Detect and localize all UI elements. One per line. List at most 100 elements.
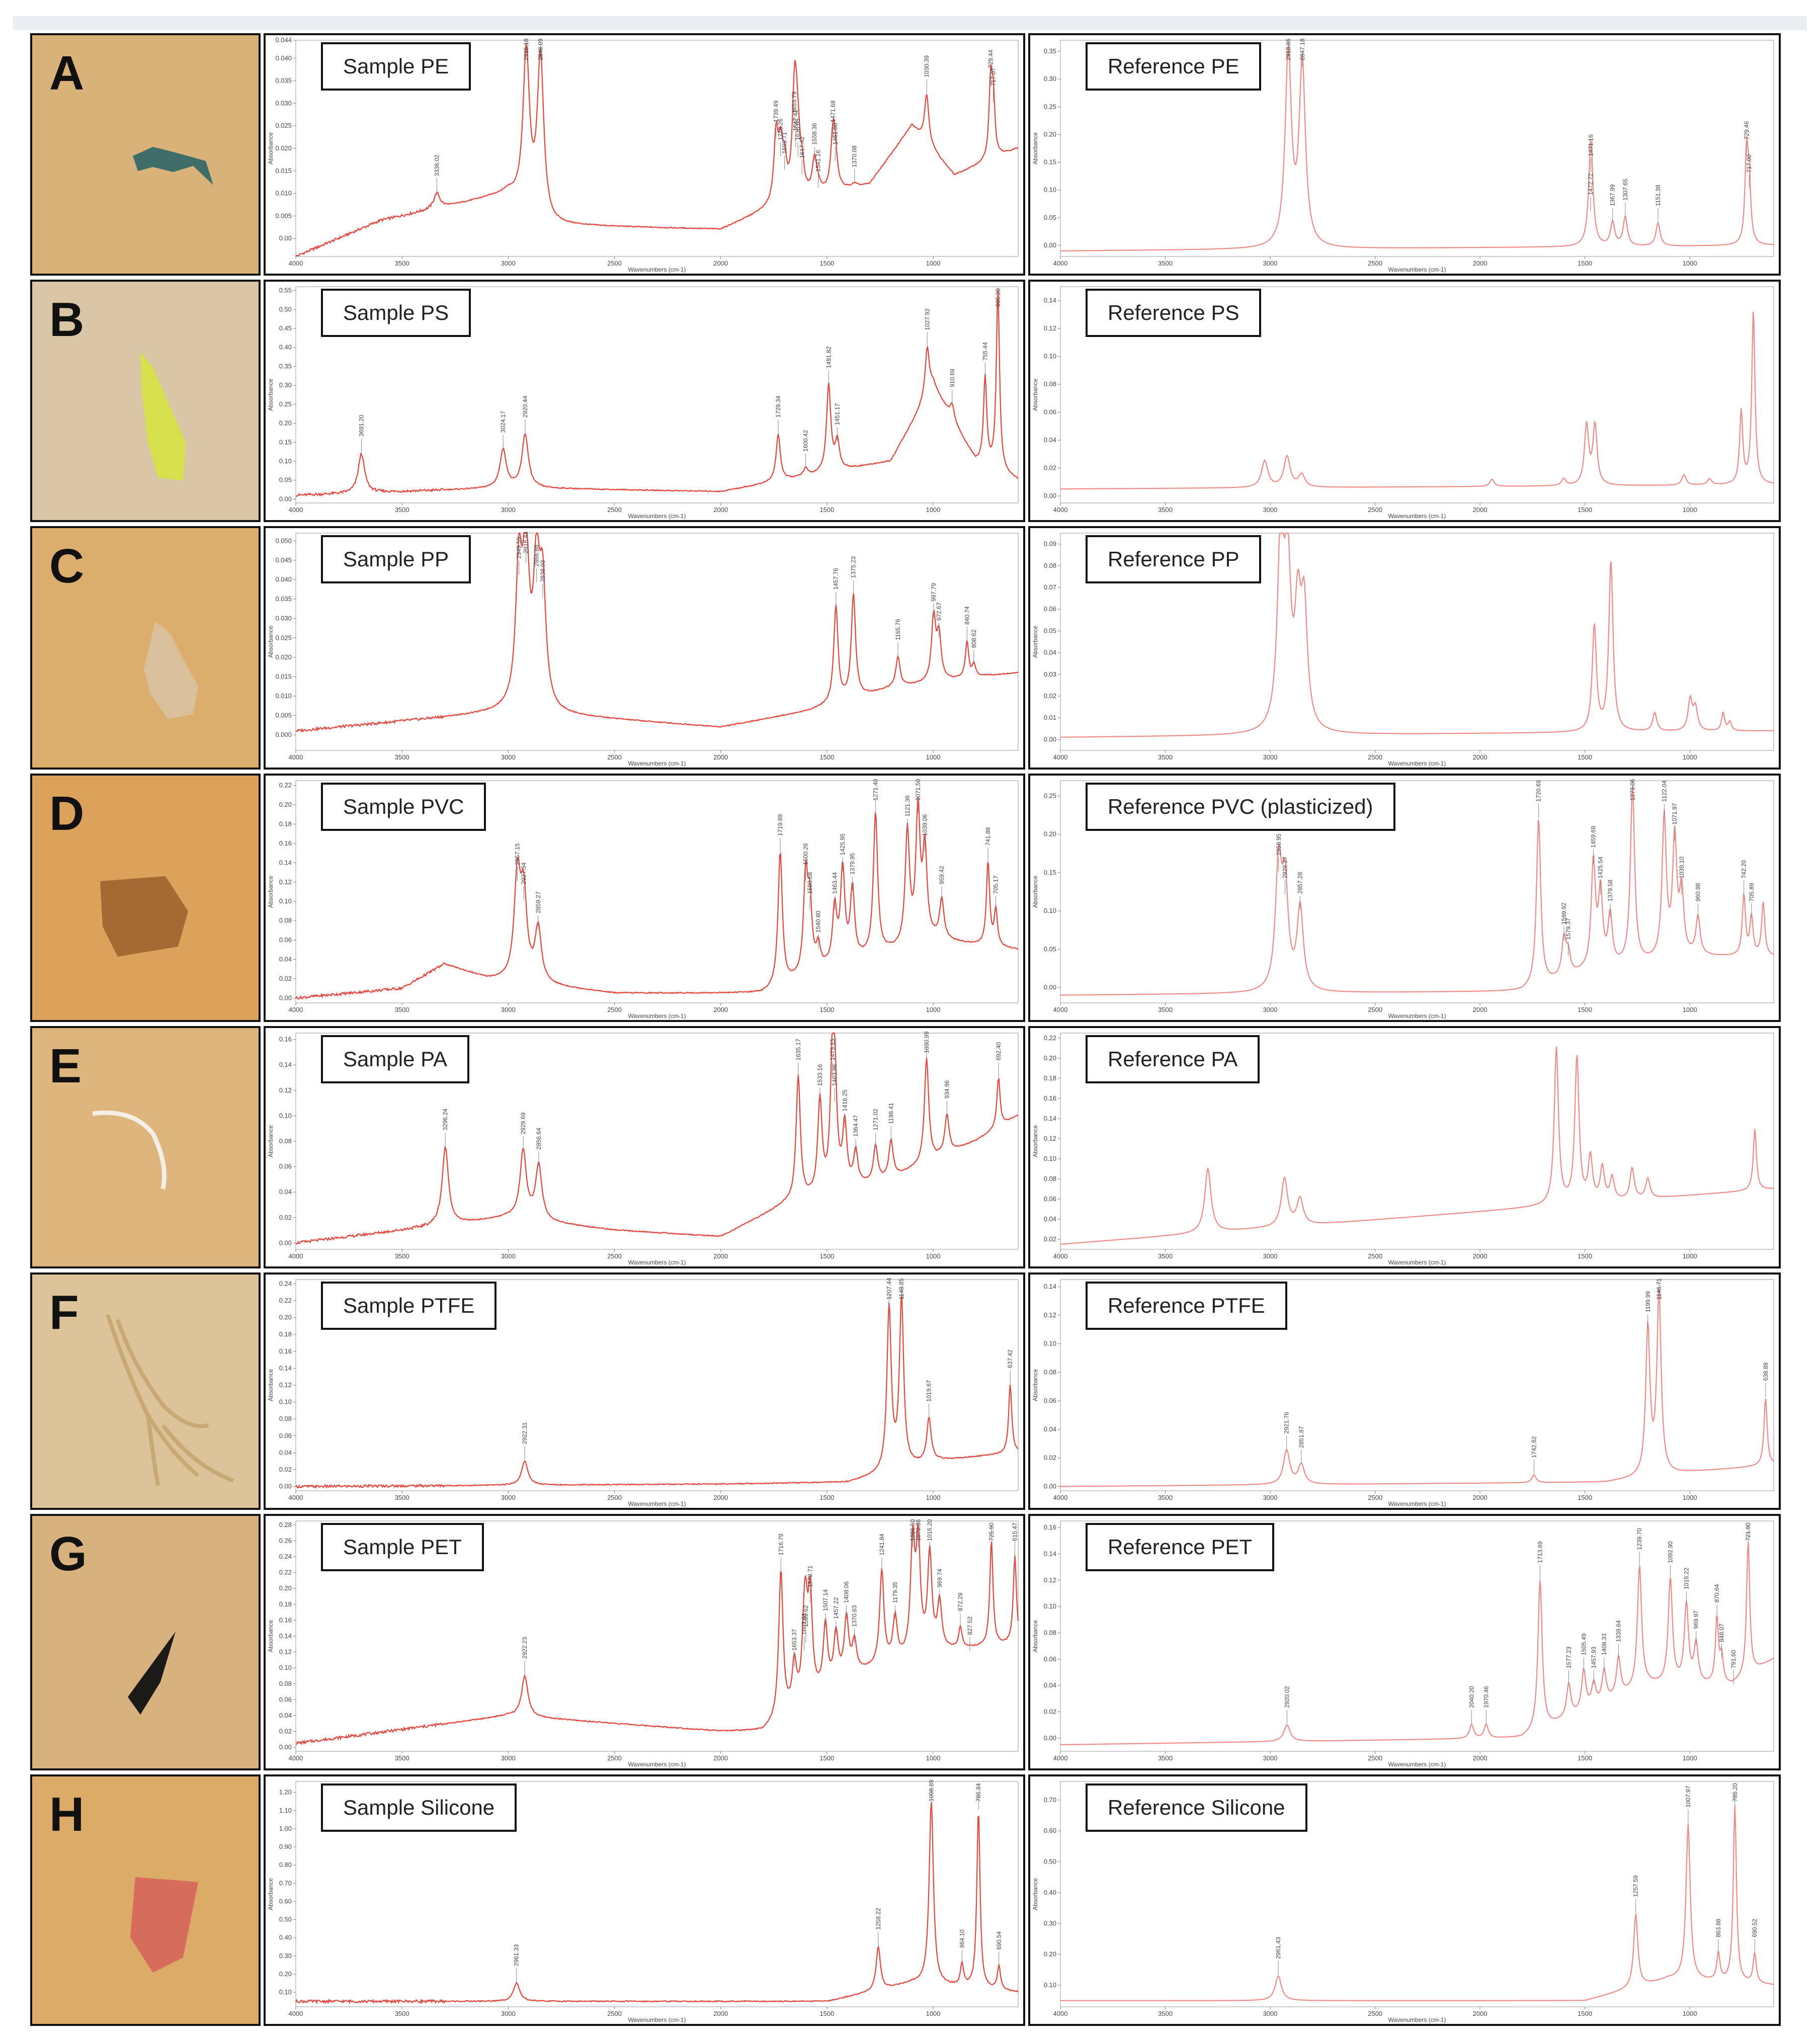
peak-marker: 1121.36	[904, 795, 911, 833]
x-tick-label: 1000	[926, 1252, 941, 1260]
peak-label: 870.64	[1713, 1584, 1720, 1602]
y-tick-label: 0.045	[275, 556, 292, 564]
spectrum-row-e: E 0.00 0.02 0.04 0.06 0.08 0.10 0.12 0.14 0.16 400…	[30, 1026, 1781, 1268]
peak-marker: 827.52	[966, 1617, 973, 1651]
x-tick-label: 4000	[1053, 1006, 1068, 1013]
sample-photo: E	[30, 1026, 261, 1268]
plot-area	[295, 286, 1019, 503]
peak-label: 2848.09	[537, 38, 544, 60]
peak-label: 2915.18	[523, 38, 530, 60]
peak-marker: 1039.10	[1678, 857, 1685, 895]
peak-marker: 1459.69	[1590, 826, 1597, 864]
y-tick-label: 0.08	[1044, 1175, 1056, 1182]
peak-label: 2851.87	[1298, 1426, 1305, 1448]
peak-marker: 1071.97	[1671, 803, 1678, 841]
y-tick-label: 0.05	[1044, 945, 1056, 953]
peak-marker: 1364.47	[852, 1115, 859, 1153]
y-tick-label: 0.00	[1044, 1734, 1056, 1742]
x-axis-label: Wavenumbers (cm-1)	[1388, 2016, 1446, 2023]
x-tick-label: 1500	[1578, 1006, 1592, 1013]
y-tick-label: 0.14	[1044, 1550, 1056, 1557]
y-tick-label: 0.22	[279, 782, 292, 789]
peak-label: 3024.17	[500, 411, 507, 433]
y-tick-label: 0.005	[275, 212, 292, 219]
peak-label: 1600.26	[802, 843, 809, 865]
peak-marker: 1379.58	[1607, 880, 1614, 918]
peak-label: 1647.42	[792, 109, 799, 131]
sample-title-box: Sample PS	[321, 289, 471, 337]
peak-marker: 2866.86	[533, 545, 540, 583]
peak-marker: 2961.43	[1275, 1937, 1282, 1975]
x-axis-label: Wavenumbers (cm-1)	[628, 1500, 686, 1507]
peak-label: 1016.22	[1683, 1567, 1690, 1589]
y-tick-label: 0.80	[279, 1861, 292, 1868]
x-tick-label: 4000	[289, 506, 303, 514]
x-tick-label: 2000	[1473, 260, 1487, 267]
y-tick-label: 0.00	[279, 234, 292, 242]
y-tick-label: 0.02	[279, 975, 292, 982]
y-tick-label: 0.040	[275, 576, 292, 583]
peak-label: 1122.04	[1661, 780, 1668, 802]
peak-marker: 2920.02	[1283, 1686, 1290, 1724]
sample-spectrum-line	[295, 532, 1019, 733]
peak-marker: 1096.50	[909, 1519, 916, 1548]
peak-label: 638.88	[1762, 1363, 1769, 1381]
peak-marker: 1579.37	[1565, 918, 1572, 956]
peak-label: 1653.79	[791, 91, 798, 113]
peak-marker: 864.10	[958, 1929, 965, 1964]
y-tick-label: 0.20	[1044, 1054, 1056, 1062]
y-tick-label: 0.02	[1044, 1235, 1056, 1243]
y-tick-label: 0.00	[279, 994, 292, 1001]
reference-spectrum-panel: 0.00 0.05 0.10 0.15 0.20 0.25 4000 3500 3000 2500…	[1028, 774, 1781, 1022]
sample-spectrum-line	[295, 797, 1019, 1000]
peak-marker: 695.20	[995, 288, 1002, 307]
y-tick-label: 0.10	[1044, 1981, 1056, 1989]
y-tick-label: 0.16	[1044, 1523, 1056, 1531]
y-tick-label: 0.35	[279, 362, 292, 370]
sample-spectrum-line	[295, 289, 1019, 497]
peak-label: 1257.59	[1632, 1875, 1639, 1897]
y-tick-label: 0.07	[1044, 583, 1056, 591]
x-axis-label: Wavenumbers (cm-1)	[1388, 760, 1446, 767]
peak-label: 1718.26	[777, 118, 784, 140]
peak-marker: 1198.41	[887, 1102, 894, 1140]
peak-label: 1719.89	[777, 814, 784, 836]
x-axis-label: Wavenumbers (cm-1)	[1388, 1500, 1446, 1507]
peak-marker: 840.74	[963, 606, 970, 641]
peak-marker: 1199.99	[1644, 1291, 1651, 1329]
x-tick-label: 3500	[1158, 506, 1173, 514]
x-tick-label: 1000	[926, 1006, 941, 1013]
y-tick-label: 0.00	[1044, 1482, 1056, 1490]
peak-label: 1096.50	[909, 1519, 916, 1541]
peak-label: 969.74	[936, 1569, 943, 1587]
y-tick-label: 0.70	[1044, 1796, 1056, 1804]
x-axis-label: Wavenumbers (cm-1)	[628, 266, 686, 273]
peak-marker: 1367.99	[1609, 184, 1616, 222]
x-tick-label: 1000	[926, 1494, 941, 1501]
reference-spectrum-line	[1060, 44, 1774, 251]
x-tick-label: 1500	[819, 260, 834, 267]
peak-label: 969.97	[1693, 1610, 1700, 1629]
peak-label: 1451.17	[834, 403, 841, 426]
sample-object-shape	[130, 1877, 198, 1973]
peak-marker: 786.84	[975, 1783, 982, 1810]
y-tick-label: 0.10	[279, 1398, 292, 1406]
peak-marker: 969.97	[1693, 1610, 1700, 1645]
x-tick-label: 1000	[1683, 506, 1697, 514]
peak-label: 1148.85	[898, 1278, 905, 1300]
y-tick-label: 0.30	[279, 1952, 292, 1960]
peak-label: 1599.92	[1560, 902, 1567, 924]
peak-label: 827.52	[966, 1617, 973, 1635]
x-tick-label: 2000	[1473, 2010, 1487, 2017]
peak-marker: 1030.99	[923, 1031, 930, 1058]
y-axis-label: Absorbance	[267, 1125, 274, 1157]
y-tick-label: 0.05	[279, 476, 292, 484]
reference-spectrum-line	[1060, 1288, 1774, 1487]
plot-area	[1060, 1781, 1774, 2007]
peak-label: 1007.97	[1685, 1786, 1692, 1808]
y-tick-label: 0.08	[1044, 562, 1056, 569]
peak-label: 960.98	[1694, 883, 1701, 901]
peak-marker: 1070.36	[915, 1519, 922, 1548]
x-axis-label: Wavenumbers (cm-1)	[1388, 266, 1446, 273]
y-tick-label: 0.16	[279, 1036, 292, 1043]
